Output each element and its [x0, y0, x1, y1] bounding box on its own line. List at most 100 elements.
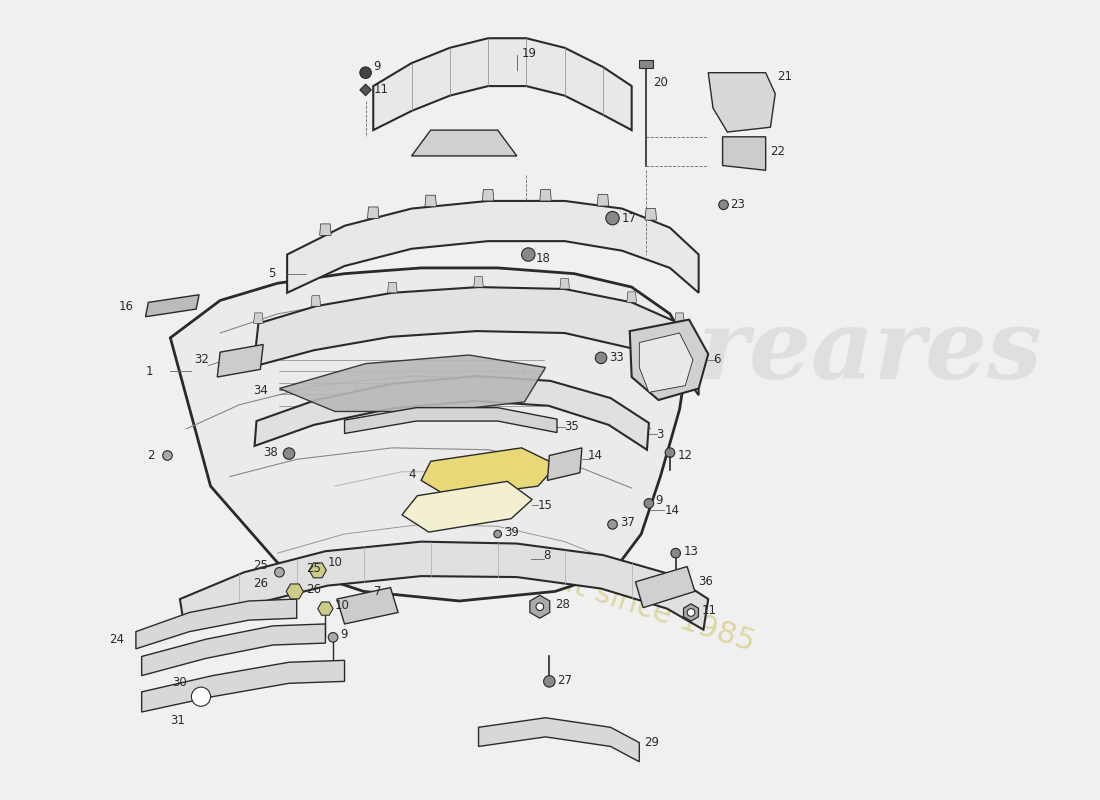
Circle shape	[666, 448, 674, 458]
Text: 11: 11	[373, 83, 388, 97]
Text: 19: 19	[521, 47, 537, 60]
Text: 37: 37	[620, 516, 635, 529]
Circle shape	[284, 448, 295, 459]
Circle shape	[275, 567, 284, 577]
Polygon shape	[337, 587, 398, 624]
Polygon shape	[483, 190, 494, 201]
Polygon shape	[360, 84, 372, 96]
Text: 35: 35	[564, 420, 580, 434]
Polygon shape	[627, 292, 637, 302]
Text: 25: 25	[253, 559, 268, 572]
Polygon shape	[254, 287, 698, 395]
Text: 4: 4	[409, 468, 416, 481]
Text: 22: 22	[770, 145, 785, 158]
Polygon shape	[674, 313, 684, 323]
Polygon shape	[136, 599, 297, 649]
Circle shape	[688, 609, 695, 616]
Text: 9: 9	[340, 628, 348, 641]
Polygon shape	[142, 624, 326, 676]
Text: 23: 23	[730, 198, 745, 211]
Text: 33: 33	[608, 351, 624, 364]
Text: 10: 10	[336, 599, 350, 612]
Text: 27: 27	[557, 674, 572, 687]
Polygon shape	[367, 207, 380, 218]
Polygon shape	[723, 137, 766, 170]
Polygon shape	[344, 408, 557, 434]
Polygon shape	[683, 604, 698, 621]
Polygon shape	[425, 195, 437, 206]
Polygon shape	[639, 333, 693, 392]
Text: 25: 25	[306, 562, 321, 575]
Polygon shape	[474, 277, 483, 287]
Text: 39: 39	[505, 526, 519, 538]
Circle shape	[645, 498, 653, 508]
Circle shape	[328, 633, 338, 642]
Text: 7: 7	[374, 585, 382, 598]
Text: 8: 8	[543, 549, 551, 562]
Text: 12: 12	[678, 449, 693, 462]
Polygon shape	[708, 73, 775, 132]
Polygon shape	[170, 268, 689, 601]
Circle shape	[163, 450, 173, 460]
Polygon shape	[287, 201, 698, 293]
Bar	[639, 60, 652, 68]
Polygon shape	[636, 566, 695, 608]
Circle shape	[521, 248, 535, 262]
Text: a part of it since 1985: a part of it since 1985	[429, 526, 758, 658]
Text: 30: 30	[173, 676, 187, 689]
Text: 9: 9	[373, 61, 381, 74]
Text: 36: 36	[698, 575, 714, 588]
Polygon shape	[630, 320, 708, 400]
Text: 3: 3	[657, 428, 664, 441]
Text: 18: 18	[536, 252, 551, 265]
Polygon shape	[218, 345, 263, 377]
Polygon shape	[402, 482, 532, 532]
Circle shape	[595, 352, 607, 364]
Text: 16: 16	[119, 300, 134, 313]
Text: 29: 29	[645, 736, 659, 749]
Text: 20: 20	[652, 76, 668, 89]
Text: 31: 31	[170, 714, 185, 727]
Text: 14: 14	[664, 503, 679, 517]
Polygon shape	[311, 296, 320, 306]
Text: 26: 26	[253, 578, 268, 590]
Polygon shape	[318, 602, 333, 615]
Text: euroreares: euroreares	[450, 305, 1043, 399]
Text: 32: 32	[194, 354, 209, 366]
Polygon shape	[530, 595, 550, 618]
Text: 26: 26	[306, 583, 321, 596]
Text: 15: 15	[538, 498, 552, 512]
Circle shape	[718, 200, 728, 210]
Polygon shape	[142, 660, 344, 712]
Polygon shape	[180, 542, 708, 630]
Polygon shape	[548, 448, 582, 480]
Polygon shape	[540, 190, 551, 201]
Text: 13: 13	[683, 545, 698, 558]
Polygon shape	[597, 194, 608, 206]
Text: 34: 34	[253, 384, 268, 397]
Text: 9: 9	[656, 494, 663, 507]
Text: 28: 28	[556, 598, 570, 611]
Text: 11: 11	[702, 604, 716, 617]
Polygon shape	[145, 294, 199, 317]
Circle shape	[536, 603, 543, 610]
Text: 38: 38	[263, 446, 277, 459]
Circle shape	[607, 520, 617, 530]
Circle shape	[606, 211, 619, 225]
Polygon shape	[387, 282, 397, 293]
Text: 14: 14	[587, 449, 603, 462]
Polygon shape	[279, 355, 546, 411]
Polygon shape	[320, 224, 331, 235]
Polygon shape	[421, 448, 557, 498]
Text: 5: 5	[268, 267, 276, 280]
Text: 21: 21	[777, 70, 792, 83]
Polygon shape	[478, 718, 639, 762]
Polygon shape	[373, 38, 631, 130]
Text: 2: 2	[147, 449, 155, 462]
Circle shape	[494, 530, 502, 538]
Circle shape	[543, 676, 556, 687]
Text: 6: 6	[713, 354, 721, 366]
Circle shape	[191, 687, 210, 706]
Polygon shape	[645, 209, 657, 220]
Text: 10: 10	[328, 556, 342, 570]
